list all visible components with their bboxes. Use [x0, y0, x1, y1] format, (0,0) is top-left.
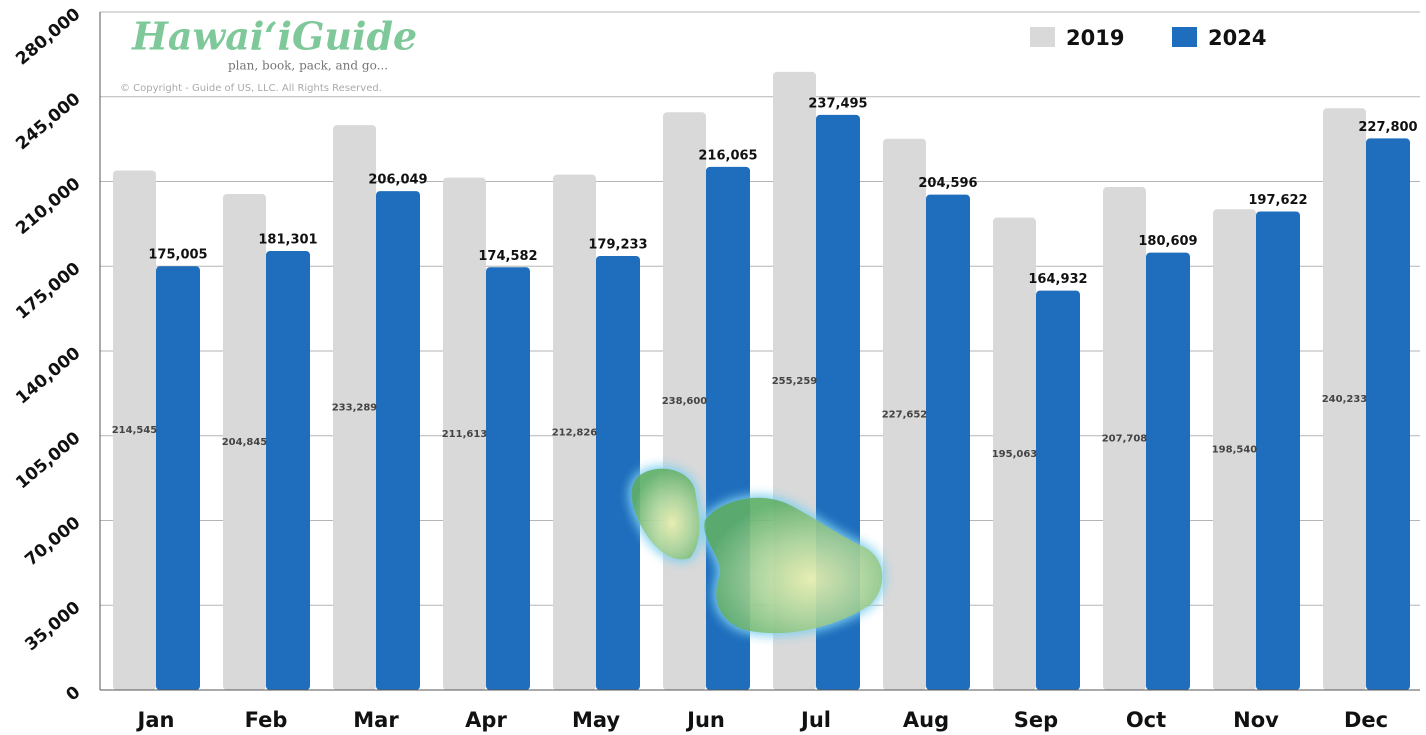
- x-tick-label: Aug: [903, 708, 949, 732]
- data-label: 206,049: [368, 173, 427, 188]
- bar: [156, 266, 200, 690]
- data-label: 175,005: [148, 248, 207, 263]
- y-tick-label: 175,000: [12, 258, 84, 323]
- data-label: 164,932: [1028, 272, 1087, 287]
- x-tick-label: Mar: [353, 708, 399, 732]
- legend-swatch: [1030, 27, 1055, 47]
- data-label: 204,596: [918, 176, 977, 191]
- logo-tagline: plan, book, pack, and go...: [228, 59, 388, 73]
- y-tick-label: 140,000: [12, 343, 84, 408]
- bar: [223, 193, 266, 690]
- data-label: 233,289: [332, 403, 378, 414]
- bar: [113, 170, 156, 690]
- logo-title: HawaiʻiGuide: [131, 14, 417, 59]
- bar: [376, 191, 420, 690]
- data-label: 216,065: [698, 148, 757, 163]
- y-tick-label: 280,000: [12, 4, 84, 69]
- bar: [926, 194, 970, 691]
- data-label: 180,609: [1138, 234, 1197, 249]
- data-label: 195,063: [992, 449, 1038, 460]
- x-tick-label: Apr: [465, 708, 507, 732]
- legend-swatch: [1172, 27, 1197, 47]
- bar: [1146, 252, 1190, 690]
- bar: [596, 256, 640, 690]
- x-tick-label: Jul: [799, 708, 831, 732]
- bar: [333, 125, 376, 690]
- y-tick-label: 35,000: [21, 597, 84, 655]
- maui-island-image: [631, 468, 883, 634]
- y-tick-label: 105,000: [12, 428, 84, 493]
- bars: [113, 71, 1410, 691]
- legend-label: 2024: [1208, 26, 1266, 50]
- bar: [486, 267, 530, 690]
- data-label: 237,495: [808, 96, 867, 111]
- x-tick-label: Feb: [245, 708, 288, 732]
- data-label: 214,545: [112, 425, 158, 436]
- x-tick-label: Nov: [1233, 708, 1279, 732]
- bar: [443, 177, 486, 690]
- data-label: 211,613: [442, 429, 488, 440]
- bar: [1036, 290, 1080, 690]
- data-label: 204,845: [222, 437, 268, 448]
- x-tick-label: May: [572, 708, 620, 732]
- bar: [1213, 209, 1256, 690]
- data-label: 179,233: [588, 238, 647, 253]
- copyright: © Copyright - Guide of US, LLC. All Righ…: [120, 83, 382, 94]
- data-label: 174,582: [478, 249, 537, 264]
- x-tick-label: Jun: [685, 708, 725, 732]
- legend-label: 2019: [1066, 26, 1124, 50]
- data-label: 207,708: [1102, 434, 1148, 445]
- x-tick-label: Jan: [136, 708, 175, 732]
- bar: [553, 174, 596, 690]
- data-label: 181,301: [258, 232, 317, 247]
- bar: [1103, 187, 1146, 690]
- bar: [1256, 211, 1300, 690]
- x-tick-label: Sep: [1014, 708, 1058, 732]
- bar: [1366, 138, 1410, 691]
- data-label: 227,800: [1358, 120, 1417, 135]
- grid: [100, 11, 1420, 691]
- bar: [993, 217, 1036, 690]
- x-tick-label: Oct: [1126, 708, 1166, 732]
- data-label: 240,233: [1322, 394, 1368, 405]
- data-label: 238,600: [662, 396, 708, 407]
- bar: [883, 138, 926, 690]
- y-tick-label: 210,000: [12, 174, 84, 239]
- data-label: 198,540: [1212, 445, 1258, 456]
- x-tick-label: Dec: [1344, 708, 1388, 732]
- y-tick-label: 0: [62, 682, 84, 705]
- bar: [1323, 108, 1366, 690]
- y-tick-label: 245,000: [12, 89, 84, 154]
- bar: [266, 250, 310, 690]
- y-tick-label: 70,000: [21, 513, 84, 571]
- data-label: 255,259: [772, 376, 818, 387]
- data-label: 197,622: [1248, 193, 1307, 208]
- data-label: 227,652: [882, 409, 928, 420]
- data-label: 212,826: [552, 427, 598, 438]
